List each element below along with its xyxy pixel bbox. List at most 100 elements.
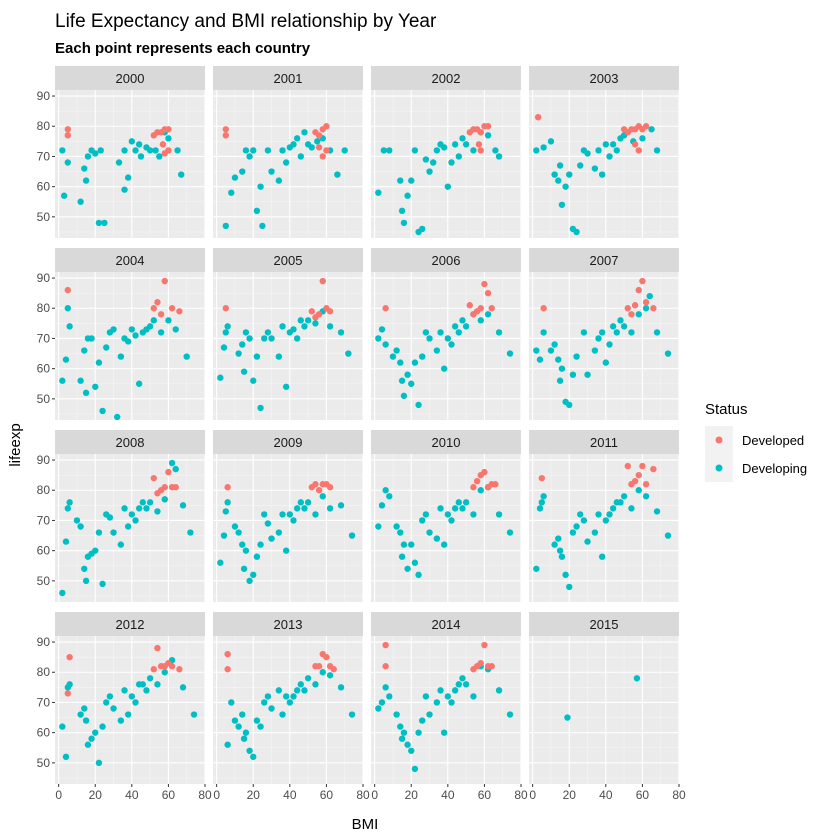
x-tick-label: 40 <box>599 788 613 802</box>
facet-panel-2001: 2001 <box>213 66 364 238</box>
point-developing <box>653 508 661 515</box>
point-developing <box>455 681 463 688</box>
point-developing <box>506 711 514 718</box>
point-developing <box>132 699 139 706</box>
point-developing <box>290 517 297 524</box>
point-developing <box>577 162 584 169</box>
point-developed <box>330 666 337 673</box>
point-developing <box>279 711 286 718</box>
point-developing <box>566 401 573 409</box>
facet-panel-2012: 2012 50 60 70 80 90 0 20 40 60 80 <box>37 612 212 802</box>
point-developing <box>609 323 617 330</box>
point-developing <box>178 171 185 178</box>
point-developing <box>257 723 264 730</box>
point-developing <box>217 374 224 381</box>
point-developing <box>81 347 88 354</box>
point-developing <box>477 317 484 324</box>
point-developing <box>301 323 308 330</box>
point-developing <box>143 687 150 694</box>
point-developing <box>240 368 248 375</box>
point-developing <box>92 547 99 554</box>
point-developing <box>602 141 610 148</box>
point-developed <box>473 477 481 485</box>
point-developing <box>577 511 584 518</box>
point-developing <box>337 329 345 336</box>
point-developing <box>110 705 117 712</box>
point-developing <box>591 347 599 354</box>
legend-label-developing: Developing <box>742 461 807 476</box>
point-developing <box>103 344 110 351</box>
point-developing <box>128 138 136 145</box>
point-developing <box>397 723 404 730</box>
facet-strip-label: 2010 <box>432 435 461 450</box>
facet-panel-2002: 2002 <box>371 66 522 238</box>
point-developing <box>602 359 610 366</box>
point-developing <box>540 144 547 151</box>
point-developing <box>558 553 566 560</box>
point-developing <box>304 675 312 682</box>
point-developing <box>437 329 444 336</box>
legend-swatch-developing <box>715 464 723 472</box>
point-developed <box>312 481 319 488</box>
point-developing <box>378 699 386 706</box>
point-developing <box>620 493 628 500</box>
point-developing <box>345 350 352 357</box>
point-developing <box>264 329 272 336</box>
point-developing <box>444 693 452 700</box>
x-tick-label: 40 <box>441 788 455 802</box>
point-developing <box>257 541 264 548</box>
point-developing <box>470 147 477 154</box>
facet-strip-label: 2003 <box>590 71 619 86</box>
point-developing <box>246 153 253 160</box>
point-developing <box>264 147 272 154</box>
point-developing <box>88 735 95 742</box>
facet-strip-label: 2015 <box>590 617 619 632</box>
y-tick-label: 70 <box>37 149 51 163</box>
point-developing <box>242 147 250 154</box>
point-developing <box>470 693 477 700</box>
point-developing <box>113 413 121 421</box>
x-axis-title: BMI <box>352 816 379 833</box>
x-tick-label: 80 <box>198 788 212 802</box>
point-developing <box>135 505 143 512</box>
point-developing <box>580 329 588 336</box>
point-developing <box>246 577 253 585</box>
point-developing <box>179 684 187 691</box>
point-developing <box>231 717 239 724</box>
point-developing <box>341 147 348 154</box>
point-developing <box>282 159 290 166</box>
y-tick-label: 50 <box>37 574 51 588</box>
point-developing <box>301 687 308 694</box>
point-developing <box>172 465 179 473</box>
point-developing <box>95 759 103 767</box>
point-developing <box>536 356 544 363</box>
point-developing <box>132 147 139 154</box>
point-developing <box>598 171 606 178</box>
point-developed <box>639 277 646 285</box>
point-developed <box>150 305 157 312</box>
point-developing <box>495 511 503 518</box>
point-developed <box>642 481 650 488</box>
point-developed <box>315 132 323 139</box>
point-developed <box>66 653 73 661</box>
point-developing <box>152 147 159 154</box>
point-developing <box>250 571 257 579</box>
point-developing <box>551 541 558 548</box>
point-developing <box>440 365 448 372</box>
point-developing <box>82 177 90 184</box>
point-developing <box>653 329 661 336</box>
point-developing <box>304 499 312 506</box>
point-developing <box>620 323 628 330</box>
x-tick-label: 0 <box>55 788 62 802</box>
point-developing <box>337 684 345 691</box>
point-developed <box>315 487 323 494</box>
point-developing <box>312 511 319 518</box>
point-developing <box>495 687 503 694</box>
point-developed <box>538 474 546 482</box>
point-developing <box>398 377 406 384</box>
x-tick-label: 20 <box>247 788 261 802</box>
point-developing <box>400 392 408 400</box>
panel-background <box>55 90 205 238</box>
x-tick-label: 0 <box>213 788 220 802</box>
point-developing <box>231 174 239 181</box>
